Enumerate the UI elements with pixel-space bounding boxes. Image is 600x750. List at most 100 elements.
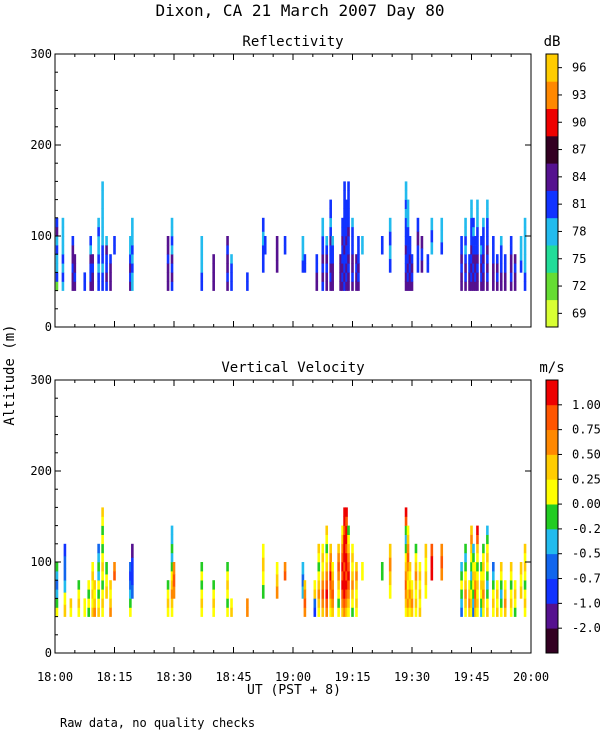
velocity-echo-cell — [325, 534, 329, 545]
reflectivity-echo-cell — [101, 181, 104, 191]
velocity-echo-cell — [321, 571, 325, 581]
velocity-echo-cell — [414, 571, 418, 581]
reflectivity-echo-cell — [472, 217, 475, 228]
velocity-echo-cell — [404, 534, 408, 545]
velocity-echo-cell — [355, 589, 358, 599]
velocity-echo-cell — [347, 598, 350, 608]
velocity-echo-cell — [464, 589, 467, 599]
reflectivity-echo-cell — [341, 254, 344, 264]
reflectivity-echo-cell — [351, 226, 354, 237]
reflectivity-echo-cell — [523, 245, 527, 255]
velocity-echo-cell — [170, 571, 174, 581]
reflectivity-panel-title: Reflectivity — [242, 34, 343, 50]
velocity-echo-cell — [523, 571, 527, 581]
reflectivity-echo-cell — [331, 272, 334, 282]
velocity-echo-cell — [97, 598, 100, 608]
velocity-echo-cell — [101, 562, 104, 572]
reflectivity-echo-cell — [275, 260, 279, 273]
velocity-echo-cell — [341, 607, 344, 617]
velocity-echo-cell — [313, 598, 317, 608]
velocity-echo-cell — [97, 543, 100, 554]
reflectivity-echo-cell — [513, 263, 517, 273]
velocity-echo-cell — [470, 607, 473, 617]
reflectivity-echo-cell — [329, 199, 332, 209]
reflectivity-echo-cell — [464, 254, 467, 264]
reflectivity-colorbar-label: 78 — [572, 224, 586, 238]
velocity-echo-cell — [200, 580, 204, 590]
velocity-echo-cell — [410, 580, 414, 590]
reflectivity-echo-cell — [406, 281, 410, 291]
velocity-echo-cell — [476, 571, 479, 581]
velocity-echo-cell — [470, 525, 473, 535]
velocity-echo-cell — [470, 534, 473, 545]
reflectivity-echo-cell — [331, 254, 334, 264]
velocity-echo-cell — [325, 552, 329, 563]
reflectivity-x-ticks — [54, 54, 532, 327]
velocity-y-ticks: 0 100 200 300 — [30, 373, 531, 660]
velocity-colorbar-swatch — [546, 578, 558, 604]
reflectivity-colorbar-swatch — [546, 299, 558, 328]
reflectivity-echo-cell — [410, 272, 414, 282]
velocity-echo-cell — [474, 580, 477, 590]
velocity-echo-cell — [486, 552, 489, 563]
velocity-echo-cell — [408, 580, 412, 590]
velocity-echo-cell — [226, 598, 229, 608]
velocity-echo-cell — [109, 589, 112, 599]
reflectivity-echo-cell — [351, 254, 354, 264]
reflectivity-echo-cell — [408, 254, 412, 264]
reflectivity-echo-cell — [495, 263, 499, 273]
reflectivity-echo-cell — [325, 254, 329, 264]
reflectivity-colorbar-swatch — [546, 245, 558, 273]
reflectivity-echo-cell — [170, 226, 174, 237]
velocity-echo-cell — [414, 589, 418, 599]
reflectivity-echo-cell — [97, 245, 100, 255]
reflectivity-echo-cell — [388, 258, 392, 273]
velocity-echo-cell — [83, 607, 87, 617]
velocity-echo-cell — [472, 562, 475, 572]
velocity-echo-cell — [388, 584, 392, 599]
reflectivity-echo-cell — [89, 281, 92, 291]
velocity-echo-cell — [355, 607, 358, 617]
reflectivity-echo-cell — [361, 236, 364, 246]
velocity-echo-cell — [170, 589, 174, 599]
reflectivity-echo-cell — [509, 254, 513, 264]
reflectivity-echo-cell — [406, 272, 410, 282]
reflectivity-echo-cell — [480, 281, 483, 291]
reflectivity-echo-cell — [404, 236, 408, 246]
reflectivity-echo-cell — [83, 281, 87, 291]
velocity-echo-cell — [321, 607, 325, 617]
reflectivity-echo-cell — [97, 226, 100, 237]
reflectivity-echo-cell — [476, 281, 479, 291]
velocity-echo-cell — [474, 571, 477, 581]
reflectivity-echo-cell — [315, 272, 319, 282]
reflectivity-echo-cell — [303, 263, 307, 273]
reflectivity-echo-cell — [476, 208, 479, 219]
reflectivity-echo-cell — [408, 263, 412, 273]
reflectivity-echo-cell — [109, 281, 112, 291]
reflectivity-colorbar-swatch — [546, 135, 558, 164]
reflectivity-echo-cell — [404, 272, 408, 282]
reflectivity-echo-cell — [261, 217, 265, 232]
reflectivity-echo-cell — [321, 236, 325, 246]
reflectivity-echo-cell — [468, 272, 471, 282]
velocity-echo-cell — [414, 552, 418, 563]
reflectivity-echo-cell — [71, 254, 75, 264]
reflectivity-echo-cell — [347, 199, 350, 209]
reflectivity-echo-cell — [430, 229, 434, 243]
velocity-echo-cell — [486, 525, 489, 535]
velocity-echo-cell — [261, 557, 265, 572]
velocity-colorbar-label: 0.50 — [572, 447, 600, 461]
velocity-echo-cell — [226, 571, 229, 581]
velocity-echo-cell — [131, 543, 134, 558]
reflectivity-echo-cell — [339, 254, 342, 264]
reflectivity-echo-cell — [73, 281, 77, 291]
velocity-echo-cell — [404, 571, 408, 581]
velocity-echo-cell — [523, 589, 527, 599]
reflectivity-echo-cell — [351, 281, 354, 291]
velocity-echo-cell — [101, 516, 104, 526]
velocity-colorbar-label: 0.00 — [572, 497, 600, 511]
reflectivity-echo-cell — [131, 217, 134, 228]
velocity-echo-cell — [404, 589, 408, 599]
reflectivity-echo-cell — [404, 190, 408, 200]
